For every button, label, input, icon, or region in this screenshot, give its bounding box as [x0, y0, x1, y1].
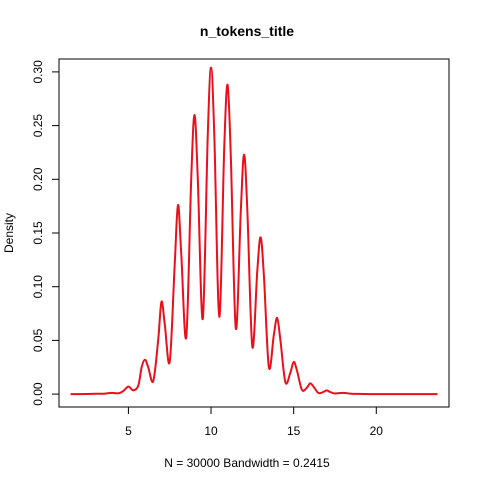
x-tick-label: 15 [287, 424, 301, 438]
y-tick-label: 0.15 [31, 221, 45, 245]
plot-frame [58, 58, 450, 408]
x-axis: 5 10 15 20 [125, 406, 384, 438]
y-tick-label: 0.05 [31, 328, 45, 352]
x-tick-label: 5 [125, 424, 132, 438]
y-axis: 0.00 0.05 0.10 0.15 0.20 0.25 0.30 [31, 60, 60, 406]
y-tick-label: 0.20 [31, 167, 45, 191]
density-line [70, 66, 438, 396]
y-axis-label: Density [2, 213, 16, 253]
x-tick-label: 10 [204, 424, 218, 438]
y-tick-label: 0.00 [31, 382, 45, 406]
y-tick-label: 0.10 [31, 275, 45, 299]
chart-title: n_tokens_title [200, 23, 294, 39]
y-tick-label: 0.25 [31, 114, 45, 138]
x-tick-label: 20 [370, 424, 384, 438]
y-tick-label: 0.30 [31, 60, 45, 84]
x-axis-label: N = 30000 Bandwidth = 0.2415 [164, 456, 330, 470]
